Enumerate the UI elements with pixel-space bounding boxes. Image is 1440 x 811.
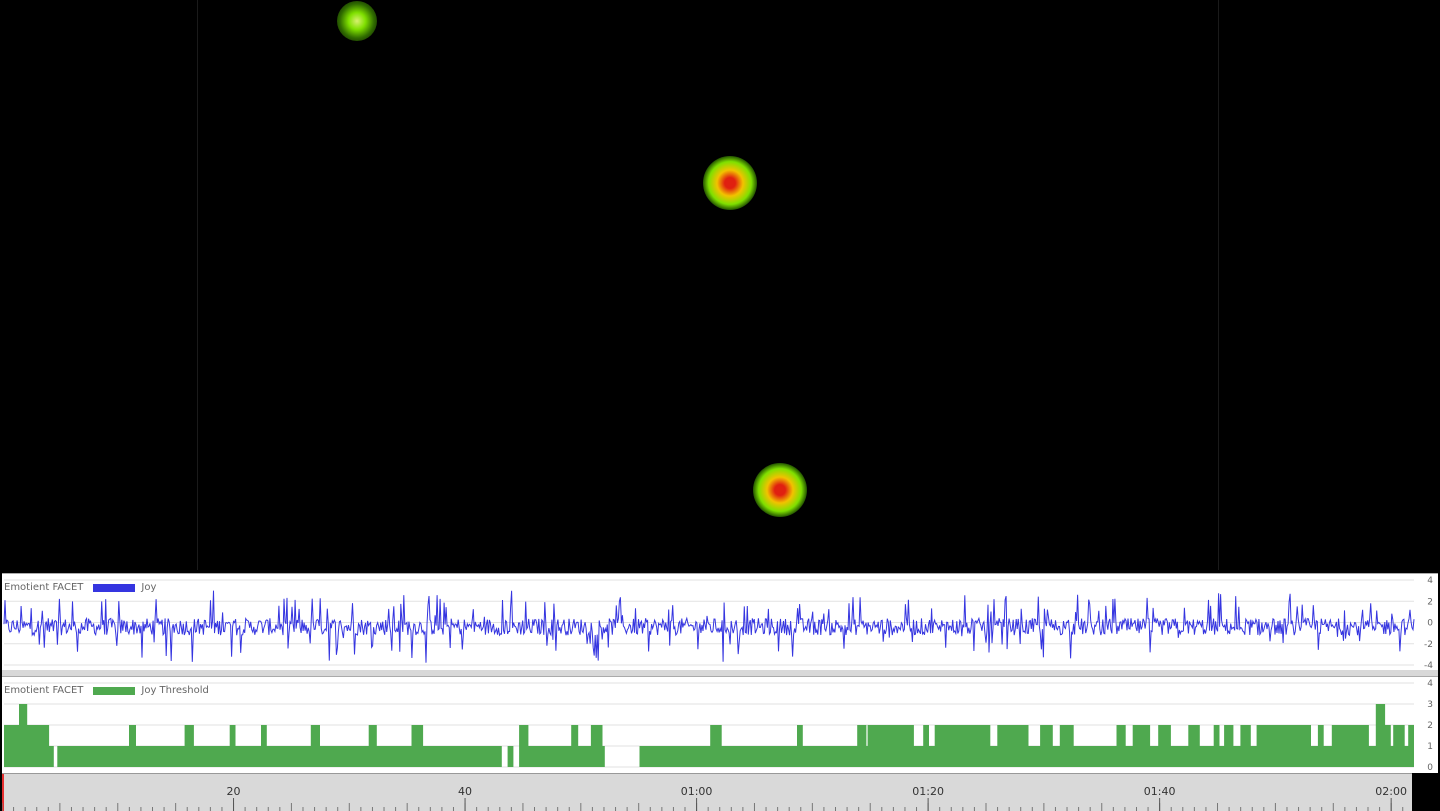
joy-threshold-area xyxy=(4,704,1414,767)
y-tick-label: -2 xyxy=(1424,640,1433,650)
y-tick-label: 4 xyxy=(1427,679,1433,689)
panel-divider xyxy=(2,670,1438,676)
threshold-source-label: Emotient FACET xyxy=(4,685,84,696)
gaze-heat-spot xyxy=(753,463,807,517)
y-tick-label: 2 xyxy=(1427,597,1433,607)
stimulus-viewer xyxy=(197,0,1219,570)
timeline-label: 20 xyxy=(227,785,241,798)
timeline-label: 01:20 xyxy=(912,785,944,798)
y-tick-label: 2 xyxy=(1427,721,1433,731)
gaze-heat-spot xyxy=(703,156,757,210)
timeline-label: 01:00 xyxy=(681,785,713,798)
joy-threshold-chart: 4 3 2 1 0 xyxy=(4,679,1433,773)
timeline-label: 40 xyxy=(458,785,472,798)
joy-threshold-panel[interactable]: 4 3 2 1 0 Emotient FACET Joy Threshold xyxy=(2,676,1438,773)
y-tick-label: 0 xyxy=(1427,619,1433,629)
threshold-legend-swatch xyxy=(93,686,136,695)
joy-signal-panel[interactable]: 4 2 0 -2 -4 Emotient FACET Joy xyxy=(2,573,1438,671)
joy-signal-chart: 4 2 0 -2 -4 xyxy=(3,576,1433,671)
threshold-series-label: Joy Threshold xyxy=(141,685,209,696)
joy-series-label: Joy xyxy=(141,582,157,593)
timeline-ruler[interactable]: 20 40 01:00 01:20 01:40 02:00 xyxy=(2,773,1412,811)
y-tick-label: 0 xyxy=(1427,763,1433,773)
threshold-legend: Emotient FACET Joy Threshold xyxy=(4,685,209,696)
y-tick-label: 3 xyxy=(1427,700,1433,710)
timeline-label: 02:00 xyxy=(1375,785,1407,798)
timeline-end-cap xyxy=(1412,773,1440,810)
joy-series-line xyxy=(3,590,1415,663)
stimulus-area xyxy=(197,0,1219,570)
joy-source-label: Emotient FACET xyxy=(4,582,84,593)
joy-legend-swatch xyxy=(93,583,136,592)
joy-legend: Emotient FACET Joy xyxy=(4,582,156,593)
y-tick-label: -4 xyxy=(1424,661,1433,671)
timeline-label: 01:40 xyxy=(1144,785,1176,798)
playhead-marker[interactable] xyxy=(2,774,4,811)
timeline-ticks: 20 40 01:00 01:20 01:40 02:00 xyxy=(2,785,1407,811)
y-tick-label: 4 xyxy=(1427,576,1433,586)
y-tick-label: 1 xyxy=(1427,742,1433,752)
gaze-heat-spot xyxy=(337,1,377,41)
